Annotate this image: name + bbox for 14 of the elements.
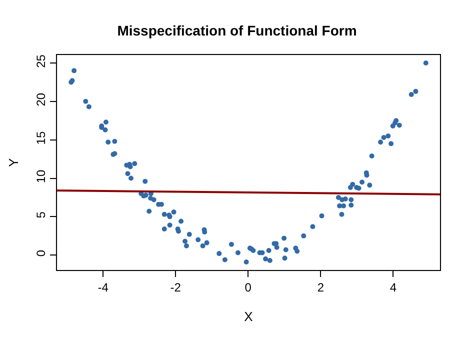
y-tick-label: 0 — [34, 250, 48, 257]
x-tick-label: 2 — [317, 280, 324, 294]
y-tick-label: 5 — [34, 211, 48, 218]
x-tick-label: -4 — [98, 280, 109, 294]
x-tick-label: -2 — [170, 280, 182, 294]
y-tick-label: 20 — [34, 92, 48, 106]
x-axis-title: X — [244, 309, 254, 324]
y-axis-title: Y — [6, 158, 22, 167]
x-tick-label: 4 — [390, 280, 397, 294]
y-tick-label: 10 — [34, 169, 48, 184]
y-tick-label: 15 — [34, 131, 48, 145]
y-tick-label: 25 — [34, 54, 48, 68]
x-tick-label: 0 — [244, 280, 252, 294]
chart-title: Misspecification of Functional Form — [117, 22, 357, 38]
